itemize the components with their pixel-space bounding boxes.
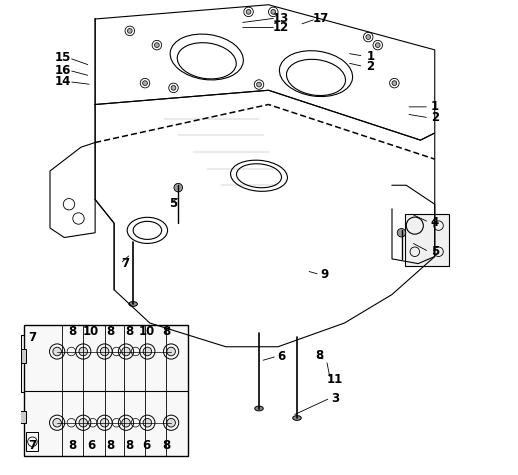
Circle shape <box>100 418 109 427</box>
Text: 5: 5 <box>430 245 439 258</box>
Ellipse shape <box>255 406 263 411</box>
Text: 11: 11 <box>327 372 343 386</box>
Ellipse shape <box>293 416 301 420</box>
Text: 8: 8 <box>126 439 134 452</box>
Text: 8: 8 <box>162 325 170 338</box>
Circle shape <box>376 43 380 48</box>
Circle shape <box>154 43 159 48</box>
Text: 12: 12 <box>272 21 289 34</box>
Bar <box>19 349 26 363</box>
Circle shape <box>100 347 109 356</box>
Text: 8: 8 <box>162 439 170 452</box>
Text: 4: 4 <box>430 216 439 229</box>
Text: 7: 7 <box>121 257 129 270</box>
Text: 1: 1 <box>367 49 375 63</box>
Text: 2: 2 <box>430 111 439 124</box>
Circle shape <box>122 418 130 427</box>
Text: 2: 2 <box>367 60 375 73</box>
Text: 6: 6 <box>278 350 286 363</box>
Circle shape <box>174 183 182 192</box>
Text: 10: 10 <box>82 325 98 338</box>
Circle shape <box>53 418 62 427</box>
Bar <box>24 325 188 456</box>
Text: 16: 16 <box>55 64 71 77</box>
Text: 10: 10 <box>139 325 155 338</box>
Circle shape <box>143 418 152 427</box>
Circle shape <box>246 10 251 14</box>
Circle shape <box>271 10 276 14</box>
Bar <box>26 432 38 451</box>
Circle shape <box>53 347 62 356</box>
Bar <box>19 411 26 423</box>
Circle shape <box>397 228 406 237</box>
Text: 14: 14 <box>55 75 71 88</box>
Text: 15: 15 <box>55 51 71 65</box>
Text: 17: 17 <box>313 11 329 25</box>
Circle shape <box>79 347 88 356</box>
Circle shape <box>122 347 130 356</box>
Circle shape <box>79 418 88 427</box>
Circle shape <box>142 81 148 85</box>
Circle shape <box>256 82 262 87</box>
Text: 9: 9 <box>321 268 329 281</box>
Text: 8: 8 <box>107 439 115 452</box>
Circle shape <box>143 347 152 356</box>
Text: 3: 3 <box>331 391 339 405</box>
Text: 7: 7 <box>28 331 36 344</box>
Text: 8: 8 <box>69 325 77 338</box>
Circle shape <box>127 28 132 33</box>
Text: 8: 8 <box>69 439 77 452</box>
Text: 8: 8 <box>315 349 324 362</box>
Circle shape <box>392 81 397 85</box>
Bar <box>405 214 449 266</box>
Circle shape <box>171 86 176 90</box>
Text: 6: 6 <box>142 439 150 452</box>
Text: 6: 6 <box>88 439 96 452</box>
Text: 13: 13 <box>272 11 289 25</box>
Text: 8: 8 <box>107 325 115 338</box>
Circle shape <box>167 347 176 356</box>
Ellipse shape <box>129 302 137 306</box>
Circle shape <box>167 418 176 427</box>
Text: 1: 1 <box>430 100 439 114</box>
Text: 5: 5 <box>169 197 178 210</box>
Circle shape <box>366 35 370 39</box>
Text: 8: 8 <box>126 325 134 338</box>
Text: 7: 7 <box>28 439 36 452</box>
